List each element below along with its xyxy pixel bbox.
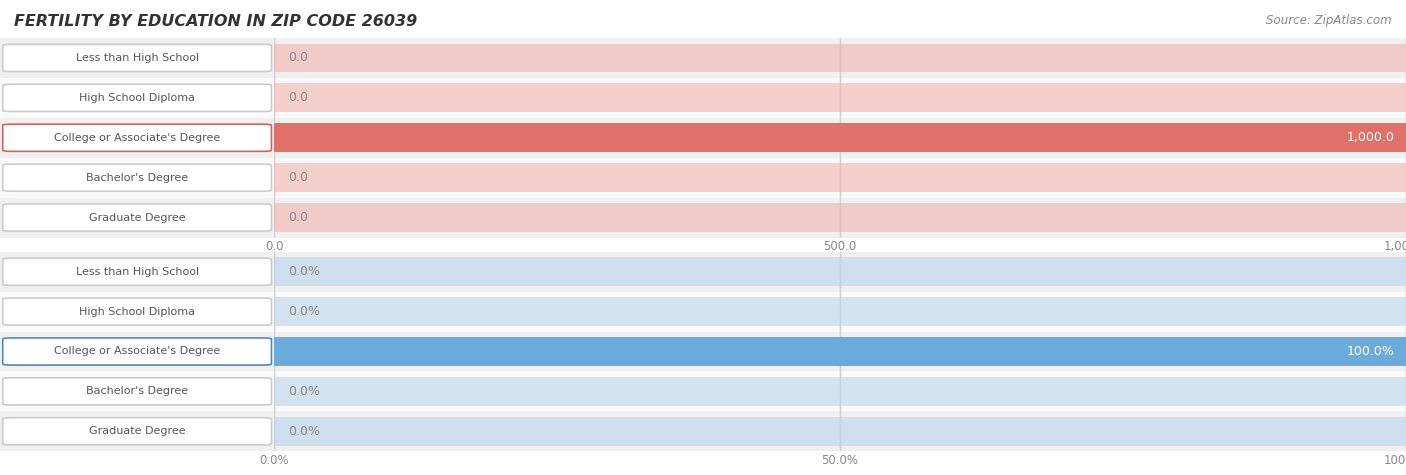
Bar xyxy=(274,337,1406,366)
Bar xyxy=(274,292,1406,332)
Text: 0.0%: 0.0% xyxy=(288,265,319,278)
Bar xyxy=(274,371,1406,411)
Text: High School Diploma: High School Diploma xyxy=(79,306,195,317)
FancyBboxPatch shape xyxy=(3,378,271,405)
Bar xyxy=(274,158,1406,198)
Bar xyxy=(0,78,274,118)
Text: Graduate Degree: Graduate Degree xyxy=(89,212,186,223)
FancyBboxPatch shape xyxy=(3,298,271,325)
Bar xyxy=(0,332,274,371)
Text: Bachelor's Degree: Bachelor's Degree xyxy=(86,386,188,397)
FancyBboxPatch shape xyxy=(3,204,271,231)
Text: 100.0%: 100.0% xyxy=(1347,345,1395,358)
FancyBboxPatch shape xyxy=(3,258,271,285)
Bar xyxy=(0,198,274,238)
FancyBboxPatch shape xyxy=(3,164,271,191)
Bar xyxy=(274,297,1406,326)
Text: College or Associate's Degree: College or Associate's Degree xyxy=(53,133,221,143)
Bar xyxy=(0,158,274,198)
Text: 0.0: 0.0 xyxy=(288,91,308,104)
Bar xyxy=(274,124,1406,152)
Text: 0.0%: 0.0% xyxy=(288,385,319,398)
Text: Source: ZipAtlas.com: Source: ZipAtlas.com xyxy=(1267,14,1392,27)
Text: 1,000.0: 1,000.0 xyxy=(1347,131,1395,144)
Bar xyxy=(274,163,1406,192)
Bar xyxy=(0,118,274,158)
Bar xyxy=(274,337,1406,366)
FancyBboxPatch shape xyxy=(3,84,271,112)
Bar xyxy=(0,38,274,78)
Text: FERTILITY BY EDUCATION IN ZIP CODE 26039: FERTILITY BY EDUCATION IN ZIP CODE 26039 xyxy=(14,14,418,29)
Bar xyxy=(274,411,1406,451)
Text: Graduate Degree: Graduate Degree xyxy=(89,426,186,437)
Bar xyxy=(274,203,1406,232)
Bar xyxy=(0,371,274,411)
Bar xyxy=(274,332,1406,371)
Text: Bachelor's Degree: Bachelor's Degree xyxy=(86,172,188,183)
Bar xyxy=(0,252,274,292)
Text: College or Associate's Degree: College or Associate's Degree xyxy=(53,346,221,357)
Bar xyxy=(274,124,1406,152)
FancyBboxPatch shape xyxy=(3,418,271,445)
Text: 0.0: 0.0 xyxy=(288,171,308,184)
Bar xyxy=(0,292,274,332)
Text: 0.0%: 0.0% xyxy=(288,425,319,438)
Bar xyxy=(274,417,1406,446)
Text: High School Diploma: High School Diploma xyxy=(79,93,195,103)
Bar xyxy=(274,252,1406,292)
Bar xyxy=(274,377,1406,406)
Bar xyxy=(274,257,1406,286)
Text: 0.0%: 0.0% xyxy=(288,305,319,318)
Bar xyxy=(0,411,274,451)
FancyBboxPatch shape xyxy=(3,44,271,72)
Bar xyxy=(274,44,1406,72)
Text: Less than High School: Less than High School xyxy=(76,266,198,277)
Bar xyxy=(274,198,1406,238)
Text: 0.0: 0.0 xyxy=(288,51,308,65)
Bar xyxy=(274,78,1406,118)
Text: Less than High School: Less than High School xyxy=(76,53,198,63)
FancyBboxPatch shape xyxy=(3,124,271,152)
Bar xyxy=(274,118,1406,158)
Bar xyxy=(274,84,1406,112)
FancyBboxPatch shape xyxy=(3,338,271,365)
Text: 0.0: 0.0 xyxy=(288,211,308,224)
Bar xyxy=(274,38,1406,78)
